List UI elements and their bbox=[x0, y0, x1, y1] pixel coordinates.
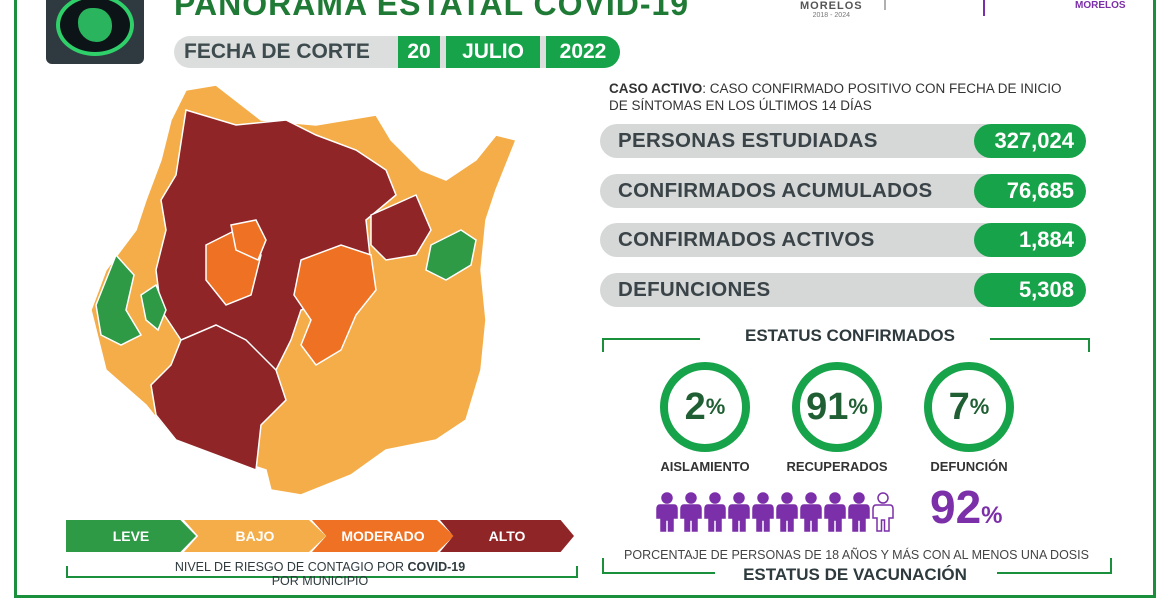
vaccination-people-icons bbox=[656, 492, 894, 532]
person-filled-icon bbox=[752, 492, 774, 532]
person-filled-icon bbox=[824, 492, 846, 532]
risk-level-bajo: BAJO bbox=[184, 520, 326, 552]
cutoff-year: 2022 bbox=[546, 36, 620, 68]
stat-value: 1,884 bbox=[974, 223, 1086, 257]
vaccination-title-mask bbox=[715, 564, 997, 586]
risk-label-leve: LEVE bbox=[112, 528, 150, 544]
status-label-recovered: RECUPERADOS bbox=[786, 459, 888, 474]
cutoff-label: FECHA DE CORTE bbox=[184, 40, 370, 63]
risk-caption-bracket bbox=[66, 566, 578, 578]
morelos-logo-right: MORELOS bbox=[1075, 0, 1126, 11]
map-region-leve-west bbox=[95, 253, 143, 346]
stat-label: PERSONAS ESTUDIADAS bbox=[600, 124, 990, 158]
status-title-mask bbox=[700, 326, 990, 350]
person-filled-icon bbox=[776, 492, 798, 532]
risk-label-bajo: BAJO bbox=[235, 528, 275, 544]
stat-row-confirmed-cumulative: CONFIRMADOS ACUMULADOS 76,685 bbox=[600, 174, 1087, 208]
person-filled-icon bbox=[728, 492, 750, 532]
status-ring-deaths: 7% bbox=[924, 362, 1014, 452]
stat-row-confirmed-active: CONFIRMADOS ACTIVOS 1,884 bbox=[600, 223, 1087, 257]
person-outline-icon bbox=[872, 492, 894, 532]
active-case-definition: CASO ACTIVO: CASO CONFIRMADO POSITIVO CO… bbox=[609, 81, 1062, 113]
stat-label: CONFIRMADOS ACUMULADOS bbox=[600, 174, 990, 208]
stat-value: 5,308 bbox=[974, 273, 1086, 307]
stat-label: CONFIRMADOS ACTIVOS bbox=[600, 223, 990, 257]
map-region-moderado-north bbox=[230, 219, 267, 262]
person-filled-icon bbox=[704, 492, 726, 532]
morelos-logo-left: MORELOS 2018 - 2024 bbox=[800, 0, 863, 19]
risk-label-moderado: MODERADO bbox=[341, 528, 425, 544]
vaccination-note: PORCENTAJE DE PERSONAS DE 18 AÑOS Y MÁS … bbox=[624, 548, 1089, 562]
person-filled-icon bbox=[680, 492, 702, 532]
risk-level-alto: ALTO bbox=[440, 520, 574, 552]
map-region-leve-east bbox=[425, 229, 477, 281]
traffic-light-logo bbox=[46, 0, 144, 64]
status-label-isolation: AISLAMIENTO bbox=[660, 459, 750, 474]
stat-value: 76,685 bbox=[974, 174, 1086, 208]
state-map-icon bbox=[56, 0, 134, 56]
stat-label: DEFUNCIONES bbox=[600, 273, 990, 307]
risk-level-moderado: MODERADO bbox=[312, 520, 454, 552]
person-filled-icon bbox=[848, 492, 870, 532]
date-pill-background bbox=[174, 36, 620, 68]
risk-level-leve: LEVE bbox=[66, 520, 196, 552]
cutoff-month: JULIO bbox=[446, 36, 540, 68]
header-divider-purple bbox=[983, 0, 985, 16]
status-ring-recovered: 91% bbox=[792, 362, 882, 452]
map-region-moderado-center bbox=[293, 244, 377, 366]
municipality-risk-map bbox=[90, 84, 518, 496]
risk-label-alto: ALTO bbox=[488, 528, 526, 544]
stat-row-persons-studied: PERSONAS ESTUDIADAS 327,024 bbox=[600, 124, 1087, 158]
page-title: PANORAMA ESTATAL COVID-19 bbox=[174, 0, 690, 22]
stat-value: 327,024 bbox=[974, 124, 1086, 158]
status-label-deaths: DEFUNCIÓN bbox=[930, 459, 1008, 474]
map-region-alto-south bbox=[150, 324, 287, 472]
person-filled-icon bbox=[800, 492, 822, 532]
status-ring-isolation: 2% bbox=[660, 362, 750, 452]
vaccination-percent: 92% bbox=[930, 481, 1003, 533]
person-filled-icon bbox=[656, 492, 678, 532]
page-frame bbox=[14, 0, 1156, 598]
stat-row-deaths: DEFUNCIONES 5,308 bbox=[600, 273, 1087, 307]
risk-caption: NIVEL DE RIESGO DE CONTAGIO POR COVID-19… bbox=[174, 560, 466, 588]
cutoff-day: 20 bbox=[398, 36, 440, 68]
map-region-alto-north bbox=[155, 109, 397, 386]
header-divider bbox=[884, 0, 886, 10]
map-region-leve-west-2 bbox=[140, 283, 167, 332]
vaccination-title: ESTATUS DE VACUNACIÓN bbox=[743, 565, 967, 584]
map-region-alto-east bbox=[370, 194, 432, 261]
status-title: ESTATUS CONFIRMADOS bbox=[745, 326, 955, 345]
